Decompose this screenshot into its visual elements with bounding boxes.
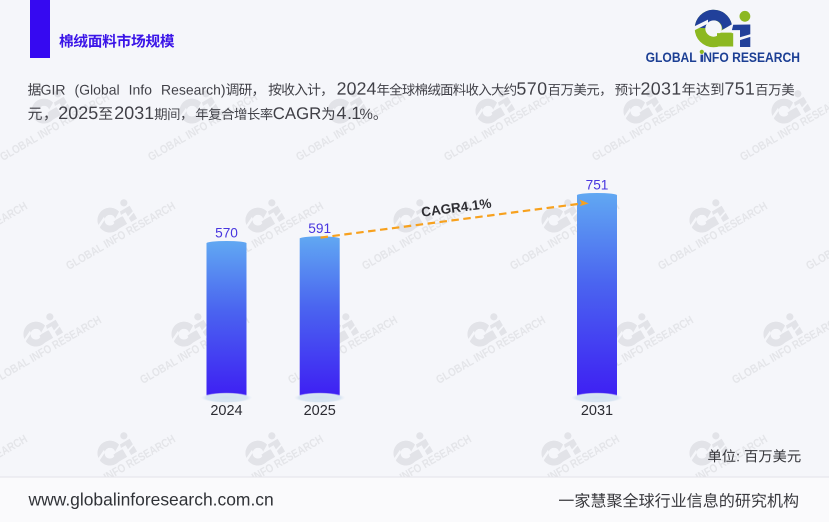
svg-text:GLOBAL INFO RESEARCH: GLOBAL INFO RESEARCH	[646, 49, 800, 65]
svg-text:2031: 2031	[581, 403, 613, 419]
svg-text:570: 570	[215, 226, 238, 241]
svg-text:591: 591	[308, 221, 331, 236]
svg-text:2025: 2025	[304, 403, 336, 419]
svg-text:751: 751	[586, 178, 609, 193]
svg-text:www.globalinforesearch.com.cn: www.globalinforesearch.com.cn	[28, 490, 274, 510]
svg-text:2024: 2024	[210, 403, 242, 419]
